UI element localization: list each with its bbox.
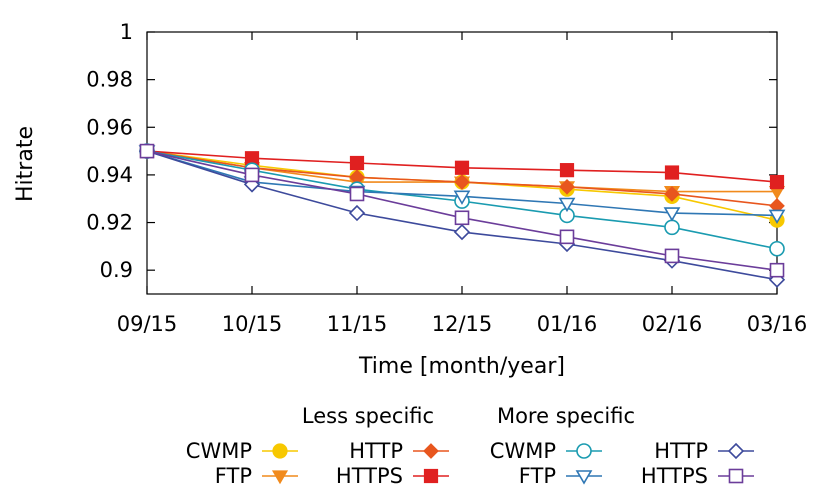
legend-marker [576, 443, 592, 459]
legend-item: HTTP [654, 439, 754, 463]
series-less-specific-https [139, 143, 785, 190]
data-point [348, 204, 366, 222]
legend-marker [728, 468, 744, 484]
legend-item: HTTPS [641, 464, 754, 488]
data-point [453, 223, 471, 241]
legend-item: CWMP [186, 439, 298, 463]
legend-label: HTTP [349, 439, 403, 463]
data-point [663, 207, 681, 222]
data-point [559, 178, 575, 195]
x-tick-label: 01/16 [537, 312, 598, 336]
legend-item: FTP [215, 464, 298, 488]
legend-label: FTP [215, 464, 252, 488]
y-tick-label: 0.96 [86, 115, 133, 139]
series-layer [138, 142, 786, 288]
y-tick-label: 0.98 [86, 68, 133, 92]
data-point [559, 229, 575, 245]
data-point [664, 186, 680, 202]
legend-label: HTTP [654, 439, 708, 463]
x-tick-label: 11/15 [327, 312, 388, 336]
data-point [559, 163, 575, 178]
data-point [453, 190, 471, 205]
legend-marker [271, 470, 289, 485]
legend-group-title: Less specific [302, 404, 434, 428]
x-tick-label: 02/16 [642, 312, 703, 336]
legend-marker [272, 443, 288, 459]
data-point [454, 210, 470, 226]
data-point [768, 209, 786, 224]
x-axis-label: Time [month/year] [358, 354, 565, 379]
legend-label: CWMP [186, 439, 252, 463]
data-point [664, 219, 680, 236]
data-point [139, 143, 155, 159]
legend-marker [423, 468, 439, 484]
legend-item: CWMP [490, 439, 602, 463]
axes: 0.9 0.92 0.94 0.96 0.98 1 09/15 10/15 11/15 12/15… [86, 20, 807, 336]
data-point [769, 240, 785, 257]
data-point [769, 174, 785, 190]
x-tick-label: 09/15 [117, 312, 178, 336]
y-tick-label: 0.9 [100, 258, 133, 282]
legend-marker [727, 442, 745, 460]
y-tick-label: 0.92 [86, 211, 133, 235]
legend: Less specific More specificCWMPFTPHTTPHTT… [186, 404, 754, 488]
legend-label: HTTPS [641, 464, 708, 488]
data-point [664, 248, 680, 264]
legend-label: CWMP [490, 439, 556, 463]
y-tick-label: 1 [120, 20, 133, 44]
legend-item: HTTPS [336, 464, 449, 488]
legend-group-title: More specific [497, 404, 635, 428]
legend-label: HTTPS [336, 464, 403, 488]
data-point [769, 262, 785, 278]
legend-marker [575, 470, 593, 485]
legend-item: HTTP [349, 439, 449, 463]
data-point [454, 160, 470, 175]
data-point [349, 186, 365, 202]
legend-marker [423, 443, 439, 459]
series-more-specific-https [139, 143, 785, 278]
x-tick-label: 03/16 [747, 312, 808, 336]
x-tick-label: 10/15 [222, 312, 283, 336]
data-point [454, 174, 470, 190]
y-axis-label: Hitrate [13, 126, 38, 202]
data-point [349, 155, 365, 171]
y-tick-label: 0.94 [86, 163, 133, 187]
data-point [244, 167, 260, 183]
data-point [558, 197, 576, 213]
data-point [664, 165, 680, 180]
legend-item: FTP [519, 464, 602, 488]
legend-label: FTP [519, 464, 556, 488]
x-tick-label: 12/15 [432, 312, 493, 336]
